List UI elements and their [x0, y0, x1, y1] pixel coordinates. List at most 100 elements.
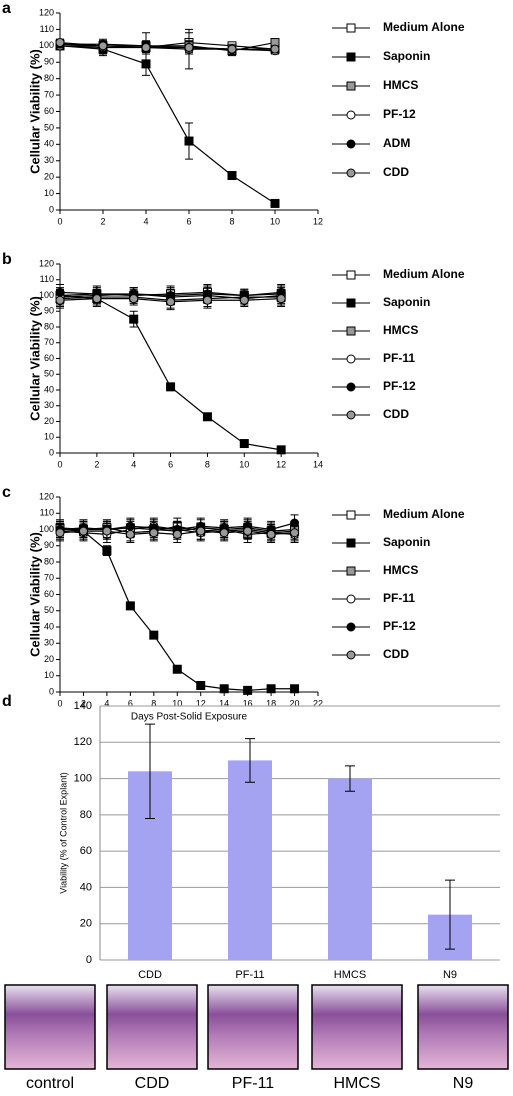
y-tick-label: 110: [40, 274, 54, 284]
legend-marker: [346, 622, 356, 632]
marker: [149, 630, 159, 640]
y-tick-label: 100: [39, 290, 54, 300]
x-tick-label: 0: [57, 698, 62, 708]
marker: [276, 294, 286, 304]
legend-label: HMCS: [383, 563, 418, 577]
y-tick-label: 70: [44, 337, 54, 347]
legend-marker: [346, 270, 356, 280]
image-label: N9: [453, 1075, 474, 1092]
x-tick-label: 2: [94, 459, 99, 469]
marker: [219, 684, 229, 694]
marker: [55, 528, 65, 538]
bar: [328, 778, 372, 960]
legend-marker: [346, 354, 356, 364]
marker: [55, 295, 65, 305]
y-tick-label: 120: [39, 491, 54, 501]
image-label: control: [26, 1075, 74, 1092]
legend-marker: [346, 326, 356, 336]
legend-marker: [346, 650, 356, 660]
legend-marker: [346, 52, 356, 62]
x-tick-label: 8: [151, 698, 156, 708]
y-tick-label: 120: [74, 736, 92, 748]
y-tick-label: 40: [44, 139, 54, 149]
legend-label: CDD: [383, 165, 409, 179]
y-tick-label: 20: [80, 918, 92, 930]
x-tick-label: 18: [266, 698, 276, 708]
marker: [227, 171, 237, 181]
y-tick-label: 40: [44, 621, 54, 631]
y-tick-label: 100: [74, 772, 92, 784]
legend-label: PF-12: [383, 107, 416, 121]
y-tick-label: 60: [80, 845, 92, 857]
y-tick-label: 110: [40, 508, 54, 518]
legend-marker: [346, 594, 356, 604]
y-tick-label: 0: [86, 954, 92, 966]
x-tick-label: 10: [270, 216, 280, 226]
marker: [92, 294, 102, 304]
marker: [239, 439, 249, 449]
x-tick-label: 12: [196, 698, 206, 708]
error-bar: [445, 879, 455, 950]
x-axis-label: Days Post-Solid Exposure: [131, 712, 248, 723]
y-tick-label: 80: [44, 73, 54, 83]
y-tick-label: 10: [44, 670, 54, 680]
x-tick-label: 10: [172, 698, 182, 708]
y-tick-label: 60: [44, 106, 54, 116]
y-tick-label: 10: [44, 188, 54, 198]
marker: [149, 528, 159, 538]
image-label: CDD: [135, 1075, 170, 1092]
y-tick-label: 0: [49, 447, 54, 457]
legend-label: PF-12: [383, 619, 416, 633]
panel-label: a: [2, 0, 11, 17]
legend-marker: [346, 23, 356, 33]
y-axis-label: Viability (% of Control Explant): [58, 772, 68, 893]
legend-label: HMCS: [383, 323, 418, 337]
legend-label: PF-11: [383, 351, 415, 365]
y-tick-label: 70: [44, 573, 54, 583]
x-tick-label: CDD: [138, 969, 162, 981]
marker: [102, 546, 112, 556]
y-tick-label: 50: [44, 369, 54, 379]
x-tick-label: HMCS: [334, 969, 366, 981]
legend-marker: [346, 168, 356, 178]
x-tick-label: 8: [205, 459, 210, 469]
marker: [290, 684, 300, 694]
marker: [276, 445, 286, 455]
legend-label: Saponin: [383, 535, 430, 549]
bar: [228, 760, 272, 960]
marker: [227, 44, 237, 54]
legend-label: Saponin: [383, 295, 430, 309]
y-tick-label: 20: [44, 654, 54, 664]
histology-image: [4, 984, 96, 1070]
y-tick-label: 0: [49, 204, 54, 214]
y-tick-label: 40: [44, 384, 54, 394]
y-tick-label: 80: [44, 556, 54, 566]
marker: [125, 601, 135, 611]
legend-marker: [346, 298, 356, 308]
legend-label: ADM: [383, 136, 410, 150]
x-tick-label: 4: [104, 698, 109, 708]
y-tick-label: 80: [80, 809, 92, 821]
y-tick-label: 0: [49, 686, 54, 696]
marker: [202, 412, 212, 422]
y-tick-label: 50: [44, 122, 54, 132]
histology-image: [417, 984, 509, 1070]
x-tick-label: 12: [313, 216, 323, 226]
panel-label: b: [2, 251, 12, 268]
image-label: HMCS: [333, 1075, 380, 1092]
histology-image: [207, 984, 299, 1070]
error-bar: [145, 723, 155, 819]
marker: [270, 198, 280, 208]
x-tick-label: 2: [81, 698, 86, 708]
legend-label: CDD: [383, 407, 409, 421]
series-line: [59, 41, 275, 50]
legend-marker: [346, 110, 356, 120]
y-tick-label: 50: [44, 605, 54, 615]
marker: [166, 297, 176, 307]
legend-label: HMCS: [383, 78, 418, 92]
x-tick-label: 4: [143, 216, 148, 226]
marker: [172, 664, 182, 674]
marker: [270, 44, 280, 54]
y-tick-label: 20: [44, 416, 54, 426]
y-tick-label: 30: [44, 155, 54, 165]
